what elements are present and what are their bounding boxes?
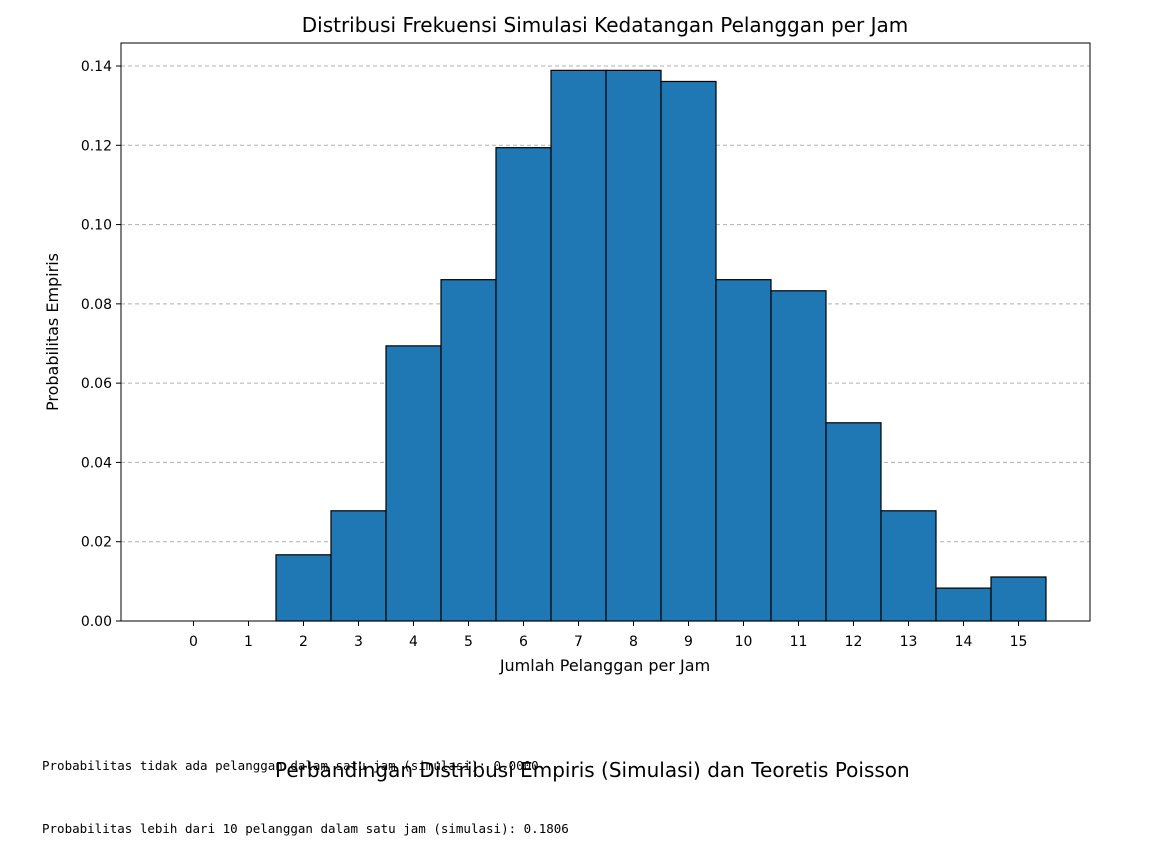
x-tick-label: 12	[845, 634, 863, 650]
y-tick-label: 0.00	[81, 614, 112, 630]
x-tick-label: 14	[955, 634, 973, 650]
bar-8	[605, 69, 662, 622]
x-tick-label: 1	[244, 634, 253, 650]
output-line-more-than-10: Probabilitas lebih dari 10 pelanggan dal…	[42, 821, 569, 836]
x-tick-label: 6	[519, 634, 528, 650]
bar-4	[385, 345, 442, 622]
bar-2	[275, 554, 332, 622]
x-tick-label: 13	[900, 634, 918, 650]
bar-14	[935, 587, 992, 622]
y-tick-label: 0.14	[81, 59, 112, 75]
x-tick-label: 0	[189, 634, 198, 650]
x-tick-label: 3	[354, 634, 363, 650]
x-tick-label: 10	[735, 634, 753, 650]
x-tick-label: 4	[409, 634, 418, 650]
bar-9	[660, 80, 717, 622]
bar-6	[495, 147, 552, 622]
y-axis-ticks: 0.00 0.02 0.04 0.06 0.08 0.10 0.12 0.14	[81, 59, 121, 630]
x-tick-label: 9	[684, 634, 693, 650]
bar-11	[770, 290, 827, 622]
plot-frame	[120, 42, 1091, 622]
x-tick-label: 2	[299, 634, 308, 650]
bar-13	[880, 510, 937, 622]
x-tick-label: 15	[1010, 634, 1028, 650]
bar-12	[825, 422, 882, 622]
y-tick-label: 0.10	[81, 218, 112, 234]
y-tick-label: 0.04	[81, 455, 112, 471]
bar-3	[330, 510, 387, 622]
x-axis-label: Jumlah Pelanggan per Jam	[499, 656, 710, 675]
bar-10	[715, 279, 772, 622]
y-tick-label: 0.06	[81, 376, 112, 392]
x-tick-label: 7	[574, 634, 583, 650]
y-tick-label: 0.08	[81, 297, 112, 313]
next-chart-title: Perbandingan Distribusi Empiris (Simulas…	[275, 758, 910, 782]
y-tick-label: 0.12	[81, 138, 112, 154]
y-axis-label: Probabilitas Empiris	[43, 253, 62, 411]
x-tick-label: 11	[790, 634, 808, 650]
bar-15	[990, 576, 1047, 622]
output-line-no-customer: Probabilitas tidak ada pelanggan dalam s…	[42, 758, 539, 773]
chart-title: Distribusi Frekuensi Simulasi Kedatangan…	[302, 13, 909, 37]
x-tick-label: 8	[629, 634, 638, 650]
x-axis-ticks: 0 1 2 3 4 5 6 7 8 9 10 11 12 13 14 15	[189, 621, 1027, 650]
x-tick-label: 5	[464, 634, 473, 650]
bar-5	[440, 279, 497, 622]
output-text: Probabilitas tidak ada pelanggan dalam s…	[42, 713, 569, 860]
bar-7	[550, 69, 607, 622]
y-tick-label: 0.02	[81, 535, 112, 551]
bars	[275, 69, 1047, 622]
